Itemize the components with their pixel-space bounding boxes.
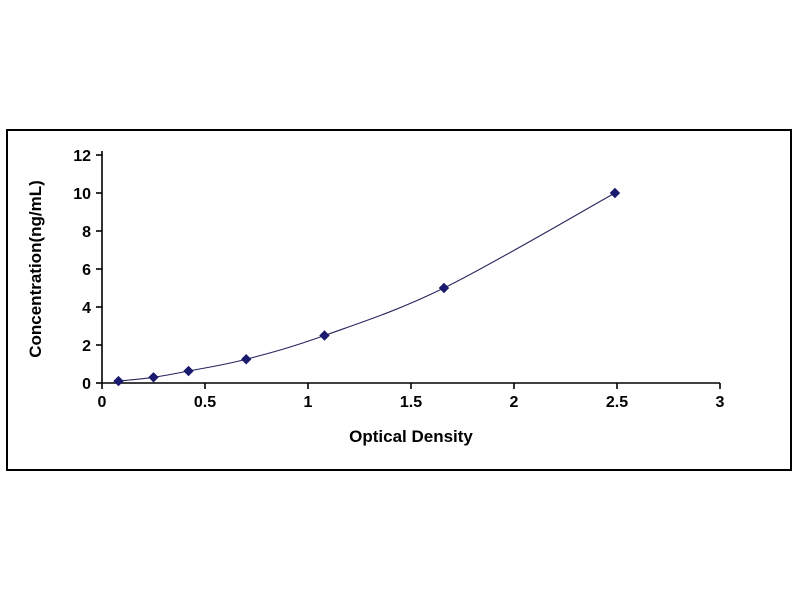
- y-tick-label: 0: [82, 376, 91, 393]
- data-point-marker: [148, 372, 159, 383]
- x-tick-label: 0: [98, 394, 107, 411]
- x-tick-label: 0.5: [194, 394, 216, 411]
- data-point-marker: [319, 330, 330, 341]
- y-axis-title: Concentration(ng/mL): [26, 180, 45, 358]
- x-tick-label: 2: [510, 394, 519, 411]
- y-tick-label: 8: [82, 224, 91, 241]
- y-tick-label: 6: [82, 262, 91, 279]
- x-tick-label: 1.5: [400, 394, 422, 411]
- x-tick-label: 3: [716, 394, 725, 411]
- x-tick-label: 1: [304, 394, 313, 411]
- y-tick-label: 12: [73, 148, 91, 165]
- x-axis-title: Optical Density: [349, 427, 473, 446]
- data-point-marker: [240, 354, 252, 365]
- data-point-marker: [183, 365, 194, 377]
- standard-curve-plot: 0 0.5 1 1.5 2 2.5 3 0 2 4 6 8 10 12: [73, 148, 725, 411]
- data-point-marker: [113, 375, 124, 387]
- data-point-marker: [438, 282, 450, 294]
- y-tick-label: 2: [82, 338, 91, 355]
- data-point-marker: [609, 187, 621, 199]
- y-tick-label: 4: [82, 300, 91, 317]
- chart-frame: 0 0.5 1 1.5 2 2.5 3 0 2 4 6 8 10 12 Concentration(ng/…: [6, 129, 792, 471]
- y-tick-label: 10: [73, 186, 91, 203]
- x-tick-label: 2.5: [606, 394, 628, 411]
- curve-line: [118, 192, 616, 382]
